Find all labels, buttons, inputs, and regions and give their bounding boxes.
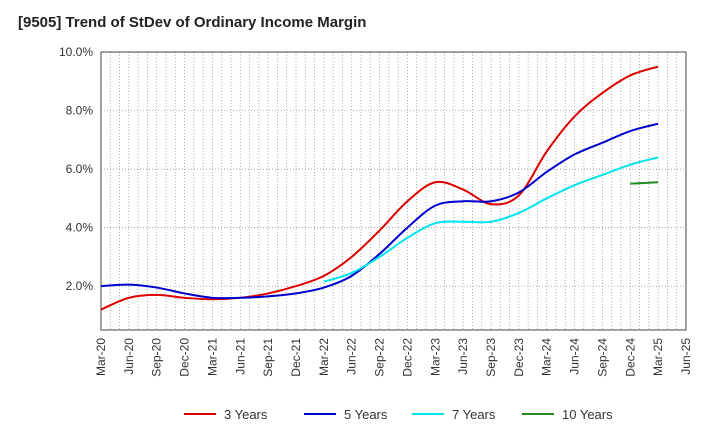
- series-line-7-years: [323, 156, 659, 283]
- series-line-5-years: [100, 122, 659, 300]
- y-axis-ticks: 2.0% 4.0% 6.0% 8.0% 10.0%: [59, 45, 93, 293]
- x-tick-label: Dec-20: [178, 338, 192, 377]
- legend-label-5-years: 5 Years: [344, 407, 388, 422]
- x-tick-label: Sep-24: [595, 338, 609, 377]
- x-tick-label: Jun-23: [456, 338, 470, 375]
- x-tick-label: Jun-22: [345, 338, 359, 375]
- x-tick-label: Mar-23: [428, 338, 442, 376]
- y-tick-label: 6.0%: [66, 162, 94, 176]
- x-tick-label: Sep-21: [261, 338, 275, 377]
- x-tick-label: Sep-22: [373, 338, 387, 377]
- x-tick-label: Mar-22: [317, 338, 331, 376]
- x-tick-label: Dec-22: [400, 338, 414, 377]
- x-tick-label: Jun-25: [679, 338, 693, 375]
- x-tick-label: Mar-25: [651, 338, 665, 376]
- x-tick-label: Mar-21: [205, 338, 219, 376]
- x-tick-label: Jun-20: [122, 338, 136, 375]
- x-tick-label: Dec-23: [512, 338, 526, 377]
- grid: [101, 51, 686, 330]
- x-tick-label: Sep-23: [484, 338, 498, 377]
- legend-label-10-years: 10 Years: [562, 407, 613, 422]
- chart-title: [9505] Trend of StDev of Ordinary Income…: [18, 14, 367, 31]
- legend-label-3-years: 3 Years: [224, 407, 268, 422]
- x-tick-label: Dec-21: [289, 338, 303, 377]
- y-tick-label: 10.0%: [59, 45, 93, 59]
- legend-label-7-years: 7 Years: [452, 407, 496, 422]
- x-tick-label: Mar-20: [94, 338, 108, 376]
- x-tick-label: Jun-24: [568, 338, 582, 375]
- series-line-3-years: [100, 65, 659, 311]
- plot-area: [100, 51, 687, 331]
- legend: 3 Years 5 Years 7 Years 10 Years: [184, 407, 613, 422]
- y-tick-label: 4.0%: [66, 221, 94, 235]
- x-tick-label: Jun-21: [233, 338, 247, 375]
- series-lines: [100, 65, 659, 311]
- series-line-10-years: [630, 181, 659, 185]
- x-tick-label: Dec-24: [623, 338, 637, 377]
- x-tick-label: Sep-20: [150, 338, 164, 377]
- y-tick-label: 8.0%: [66, 104, 94, 118]
- x-tick-label: Mar-24: [540, 338, 554, 376]
- y-tick-label: 2.0%: [66, 279, 94, 293]
- x-axis-ticks: Mar-20 Jun-20 Sep-20 Dec-20 Mar-21 Jun-21 Sep-…: [94, 338, 693, 377]
